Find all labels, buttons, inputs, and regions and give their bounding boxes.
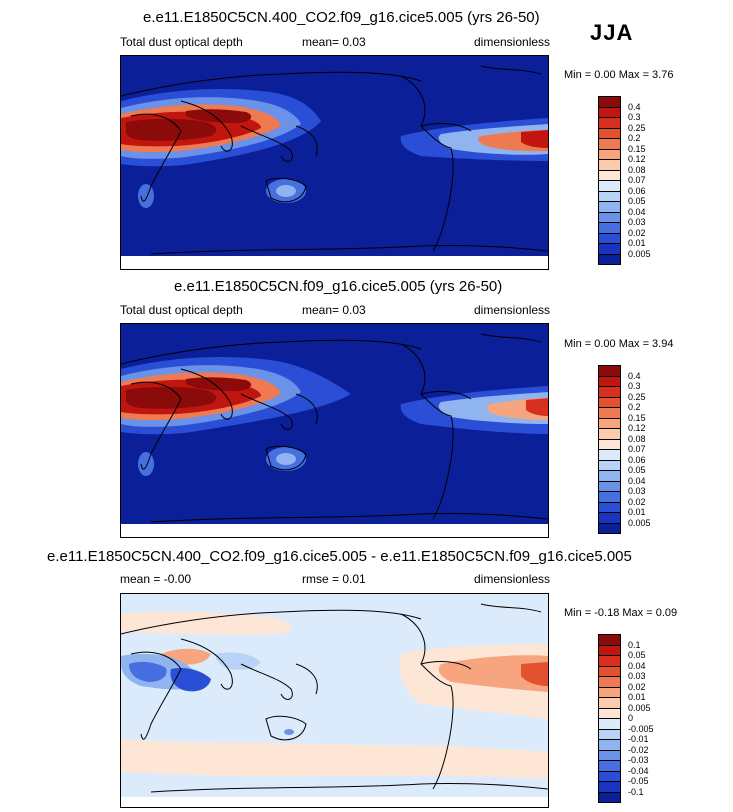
colorbar-tick-label: 0.1 xyxy=(628,639,641,650)
colorbar-tick-label: -0.03 xyxy=(628,755,649,765)
panel-2-mean-label: mean= 0.03 xyxy=(302,303,366,317)
panel-1-minmax: Min = 0.00 Max = 3.76 xyxy=(564,69,674,81)
colorbar-tick-label: 0.08 xyxy=(628,164,646,175)
colorbar-tick-label: 0.05 xyxy=(628,650,646,660)
panel-2-units-label: dimensionless xyxy=(474,303,551,317)
colorbar-tick-label: 0.15 xyxy=(628,143,646,154)
colorbar-tick-label: 0.12 xyxy=(628,423,646,433)
panel-2-map xyxy=(120,323,549,538)
coastlines xyxy=(121,603,548,793)
colorbar-tick-label: 0.06 xyxy=(628,185,646,196)
colorbar-tick-label: 0.12 xyxy=(628,154,646,164)
positive-anomaly-atlantic-mid xyxy=(438,655,548,692)
colorbar-tick-label: 0.02 xyxy=(628,227,646,238)
colorbar-tick-label: 0 xyxy=(628,713,634,723)
colorbar-tick-label: 0.005 xyxy=(628,517,651,528)
panel-1-colorbar: 0.4 0.3 0.25 0.2 0.15 0.12 0.08 0.07 0.06 0.05 0.0… xyxy=(598,96,658,266)
panel-2-map-svg xyxy=(121,324,548,537)
colorbar-swatch xyxy=(598,522,621,534)
colorbar-swatch xyxy=(598,253,621,265)
colorbar-tick-label: 0.05 xyxy=(628,465,646,475)
colorbar-tick-label: -0.05 xyxy=(628,776,649,786)
colorbar-tick-label: 0.01 xyxy=(628,238,646,248)
australia-dust-core xyxy=(276,453,296,465)
panel-3-minmax: Min = -0.18 Max = 0.09 xyxy=(564,607,678,619)
negative-anomaly-australia xyxy=(284,729,294,735)
panel-1-map xyxy=(120,55,549,270)
panel-1-title: e.e11.E1850C5CN.400_CO2.f09_g16.cice5.00… xyxy=(143,9,540,26)
colorbar-tick-label: -0.02 xyxy=(628,744,649,755)
colorbar-tick-label: 0.25 xyxy=(628,391,646,402)
colorbar-tick-label: 0.2 xyxy=(628,133,641,143)
colorbar-tick-label: 0.04 xyxy=(628,475,646,486)
coastlines xyxy=(121,333,548,523)
atlantic-plume-core xyxy=(521,130,548,148)
panel-3-mean-label: mean = -0.00 xyxy=(120,572,192,586)
colorbar-tick-label: -0.04 xyxy=(628,765,649,776)
coastlines xyxy=(121,65,548,255)
colorbar-tick-label: 0.2 xyxy=(628,402,641,412)
negative-anomaly-west-africa-core xyxy=(129,661,167,682)
colorbar-tick-label: 0.005 xyxy=(628,248,651,259)
australia-dust-core xyxy=(276,185,296,197)
map-bottom-blank xyxy=(121,256,548,269)
colorbar-tick-label: 0.04 xyxy=(628,660,646,671)
positive-anomaly-atlantic-core xyxy=(521,662,548,686)
negative-anomaly-arabia xyxy=(170,668,211,692)
colorbar-tick-label: 0.01 xyxy=(628,692,646,702)
colorbar-tick-label: 0.07 xyxy=(628,444,646,454)
colorbar-tick-label: -0.005 xyxy=(628,723,654,734)
colorbar-tick-label: 0.3 xyxy=(628,112,641,122)
negative-anomaly-central-asia xyxy=(215,652,261,670)
colorbar-tick-label: 0.3 xyxy=(628,381,641,391)
colorbar-tick-label: 0.05 xyxy=(628,196,646,206)
panel-1-mean-label: mean= 0.03 xyxy=(302,35,366,49)
atlantic-plume-core xyxy=(526,398,548,416)
colorbar-tick-label: 0.03 xyxy=(628,486,646,496)
panel-3-colorbar: 0.1 0.05 0.04 0.03 0.02 0.01 0.005 0 -0.005 -0.01… xyxy=(598,634,658,804)
dust-plume-max-2 xyxy=(186,109,252,123)
colorbar-tick-label: -0.1 xyxy=(628,786,644,797)
south-africa-dust xyxy=(138,184,154,208)
panel-3-map xyxy=(120,593,549,808)
map-bottom-blank xyxy=(121,524,548,537)
colorbar-tick-label: 0.06 xyxy=(628,454,646,465)
colorbar-tick-label: 0.03 xyxy=(628,671,646,681)
dust-plume-max xyxy=(126,118,217,141)
colorbar-tick-label: 0.005 xyxy=(628,702,651,713)
colorbar-tick-label: 0.01 xyxy=(628,507,646,517)
colorbar-tick-label: 0.07 xyxy=(628,175,646,185)
colorbar-tick-label: 0.02 xyxy=(628,496,646,507)
colorbar-tick-label: 0.4 xyxy=(628,101,641,112)
colorbar-tick-label: 0.15 xyxy=(628,412,646,423)
panel-2-minmax: Min = 0.00 Max = 3.94 xyxy=(564,338,674,350)
panel-3-units-label: dimensionless xyxy=(474,572,551,586)
colorbar-tick-label: 0.03 xyxy=(628,217,646,227)
colorbar-tick-label: 0.08 xyxy=(628,433,646,444)
panel-1-left-label: Total dust optical depth xyxy=(120,35,243,49)
season-label: JJA xyxy=(590,20,634,45)
panel-3-map-svg xyxy=(121,594,548,807)
panel-1-units-label: dimensionless xyxy=(474,35,551,49)
colorbar-tick-label: -0.01 xyxy=(628,734,649,744)
panel-2-left-label: Total dust optical depth xyxy=(120,303,243,317)
positive-anomaly-north xyxy=(121,611,292,635)
colorbar-swatch xyxy=(598,791,621,803)
dust-plume-max xyxy=(126,386,217,409)
south-africa-dust xyxy=(138,452,154,476)
panel-3-title: e.e11.E1850C5CN.400_CO2.f09_g16.cice5.00… xyxy=(47,548,632,565)
map-bottom-blank xyxy=(121,797,548,807)
panel-2-colorbar: 0.4 0.3 0.25 0.2 0.15 0.12 0.08 0.07 0.06 0.05 0.0… xyxy=(598,365,658,535)
colorbar-tick-label: 0.02 xyxy=(628,681,646,692)
colorbar-tick-label: 0.25 xyxy=(628,122,646,133)
panel-2-title: e.e11.E1850C5CN.f09_g16.cice5.005 (yrs 2… xyxy=(174,278,503,295)
dust-plume-max-2 xyxy=(186,377,252,391)
panel-1-map-svg xyxy=(121,56,548,269)
panel-3-rmse-label: rmse = 0.01 xyxy=(302,572,366,586)
colorbar-tick-label: 0.04 xyxy=(628,206,646,217)
colorbar-tick-label: 0.4 xyxy=(628,370,641,381)
